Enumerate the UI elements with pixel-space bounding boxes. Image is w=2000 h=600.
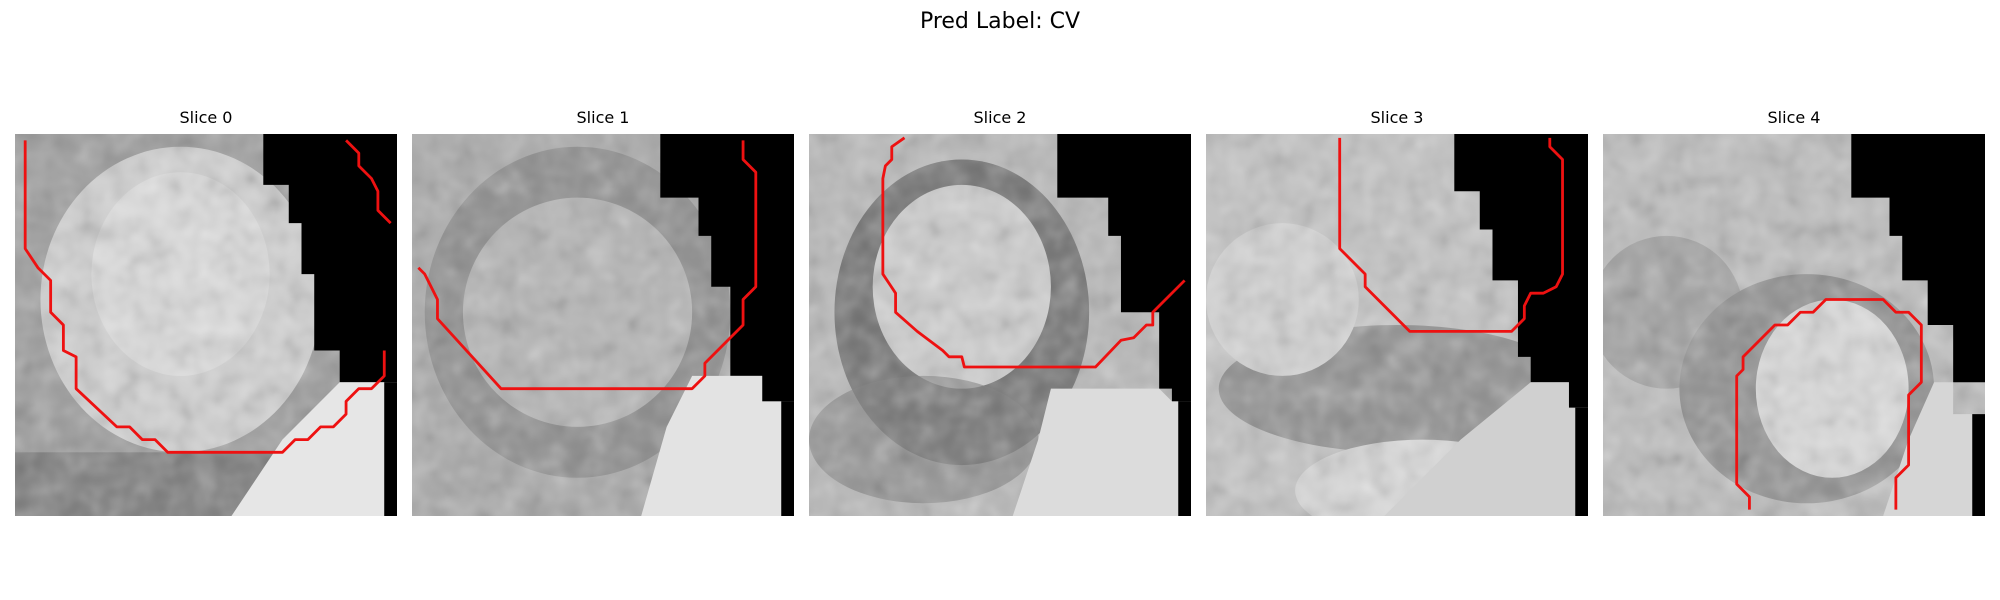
bright-lower-right	[1012, 388, 1179, 516]
black-corner-region	[1057, 134, 1191, 402]
slice-image-1	[412, 134, 794, 516]
contour-line	[417, 140, 758, 391]
contour-line	[881, 136, 1186, 369]
right-edge-strip	[1575, 407, 1588, 516]
slice-title-3: Slice 3	[1370, 108, 1424, 127]
slice-title-4: Slice 4	[1767, 108, 1821, 127]
bright-lower-right	[641, 375, 782, 516]
bright-lower-right	[1883, 382, 1973, 516]
right-edge-strip	[1972, 414, 1985, 516]
figure-title: Pred Label: CV	[919, 9, 1081, 34]
black-corner-region	[1851, 134, 1985, 383]
right-edge-strip	[384, 382, 397, 516]
slice-title-0: Slice 0	[179, 108, 233, 127]
contour-line	[1338, 137, 1564, 333]
right-edge-strip	[1178, 401, 1191, 516]
black-corner-region	[1454, 134, 1588, 408]
slice-title-1: Slice 1	[576, 108, 630, 127]
contour-line	[23, 140, 386, 454]
slice-image-4	[1603, 134, 1985, 516]
slice-image-2	[809, 134, 1191, 516]
slice-image-3	[1206, 134, 1588, 516]
black-corner-region	[660, 134, 794, 402]
contour-line-corner	[345, 139, 392, 225]
slice-title-2: Slice 2	[973, 108, 1027, 127]
right-edge-strip	[781, 401, 794, 516]
contour-line	[1735, 298, 1923, 510]
slice-image-0	[15, 134, 397, 516]
bright-lower-right	[1384, 382, 1576, 516]
black-corner-region	[263, 134, 397, 383]
